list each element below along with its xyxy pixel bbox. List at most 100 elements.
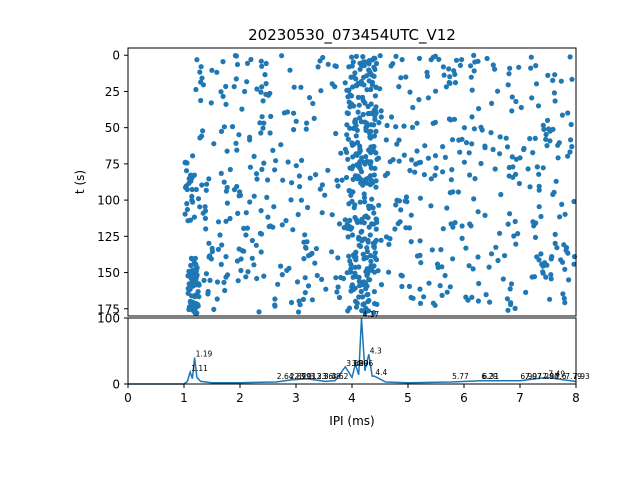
raster-point xyxy=(288,197,294,203)
raster-point xyxy=(559,112,566,118)
raster-point xyxy=(374,216,380,223)
raster-point xyxy=(223,274,229,280)
raster-point xyxy=(422,143,428,149)
scatter-points xyxy=(182,52,578,316)
raster-point xyxy=(199,182,205,188)
raster-point xyxy=(258,130,264,136)
raster-point xyxy=(357,199,363,205)
raster-point xyxy=(408,212,414,218)
raster-point xyxy=(345,234,351,240)
raster-point xyxy=(263,91,269,97)
peak-annotation: 3.99 xyxy=(352,359,369,368)
raster-point xyxy=(233,140,239,146)
raster-point xyxy=(190,153,196,159)
raster-point xyxy=(558,257,564,263)
raster-point xyxy=(469,87,475,93)
raster-point xyxy=(512,218,518,225)
raster-point xyxy=(251,262,257,268)
raster-point xyxy=(351,74,357,80)
raster-point xyxy=(410,295,416,301)
raster-point xyxy=(373,184,379,190)
raster-point xyxy=(270,224,276,230)
histogram-x-ticks: 0 1 2 3 4 5 6 7 8 xyxy=(124,384,580,405)
raster-point xyxy=(267,130,273,136)
raster-point xyxy=(368,159,374,165)
raster-point xyxy=(459,235,465,241)
raster-point xyxy=(536,204,542,210)
histogram-series-line xyxy=(128,317,577,385)
raster-point xyxy=(372,93,378,99)
raster-point xyxy=(510,174,516,180)
raster-point xyxy=(553,178,559,184)
raster-point xyxy=(488,130,494,136)
raster-point xyxy=(352,270,358,276)
raster-point xyxy=(302,275,308,281)
raster-point xyxy=(313,172,319,178)
raster-point xyxy=(370,143,377,150)
raster-point xyxy=(469,114,475,120)
raster-point xyxy=(200,210,206,216)
raster-point xyxy=(283,218,289,224)
raster-point xyxy=(550,77,556,83)
raster-point xyxy=(360,251,366,257)
raster-point xyxy=(562,266,568,272)
raster-point xyxy=(221,279,227,285)
raster-point xyxy=(505,307,511,313)
raster-point xyxy=(432,119,438,125)
raster-point xyxy=(202,215,208,221)
raster-point xyxy=(333,130,339,137)
raster-point xyxy=(421,294,427,300)
raster-point xyxy=(363,125,369,131)
raster-point xyxy=(318,88,324,94)
raster-point xyxy=(334,289,340,295)
raster-point xyxy=(242,88,248,95)
raster-point xyxy=(554,245,560,251)
raster-point xyxy=(365,271,371,277)
raster-point xyxy=(483,292,489,298)
histogram-x-tick-label: 8 xyxy=(572,391,580,405)
histogram-line xyxy=(128,317,577,385)
raster-point xyxy=(552,240,558,246)
raster-point xyxy=(249,237,255,244)
raster-point xyxy=(244,79,250,85)
raster-point xyxy=(365,298,371,305)
raster-point xyxy=(236,132,242,138)
raster-point xyxy=(248,56,254,63)
raster-point xyxy=(450,256,456,262)
raster-point xyxy=(371,55,377,61)
raster-point xyxy=(401,123,407,129)
raster-point xyxy=(367,182,373,188)
raster-point xyxy=(428,203,434,209)
raster-point xyxy=(241,225,247,231)
raster-point xyxy=(359,155,365,161)
raster-point xyxy=(535,103,542,109)
raster-point xyxy=(299,157,305,163)
raster-point xyxy=(403,194,410,200)
raster-point xyxy=(486,264,492,270)
raster-point xyxy=(536,183,542,189)
raster-point xyxy=(443,84,449,90)
raster-point xyxy=(370,240,376,246)
raster-point xyxy=(367,70,374,76)
raster-point xyxy=(189,255,195,262)
raster-y-ticks: 0 25 50 75 100 125 150 175 xyxy=(97,49,128,316)
raster-point xyxy=(280,177,286,183)
raster-point xyxy=(253,171,260,177)
raster-point xyxy=(260,125,266,131)
raster-point xyxy=(509,108,515,114)
raster-point xyxy=(371,289,377,295)
raster-point xyxy=(373,226,379,232)
histogram-x-tick-label: 7 xyxy=(516,391,524,405)
raster-point xyxy=(368,86,374,93)
raster-point xyxy=(563,247,569,253)
peak-annotation: 3.36 xyxy=(317,372,334,381)
raster-point xyxy=(344,122,350,128)
raster-point xyxy=(221,179,227,185)
raster-point xyxy=(222,287,228,294)
raster-point xyxy=(467,221,473,227)
raster-point xyxy=(348,266,354,272)
raster-point xyxy=(235,278,241,284)
raster-point xyxy=(194,273,200,279)
raster-point xyxy=(457,62,463,68)
raster-point xyxy=(193,262,199,268)
